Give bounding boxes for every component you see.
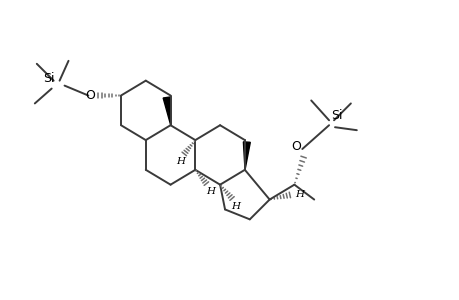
Text: Si: Si bbox=[43, 72, 55, 85]
Text: O: O bbox=[291, 140, 301, 153]
Text: H: H bbox=[231, 202, 240, 211]
Text: O: O bbox=[85, 89, 95, 102]
Text: H: H bbox=[295, 190, 304, 199]
Text: H: H bbox=[205, 187, 214, 196]
Text: H: H bbox=[176, 157, 185, 166]
Polygon shape bbox=[243, 142, 250, 170]
Polygon shape bbox=[163, 97, 170, 125]
Text: Si: Si bbox=[330, 109, 342, 122]
